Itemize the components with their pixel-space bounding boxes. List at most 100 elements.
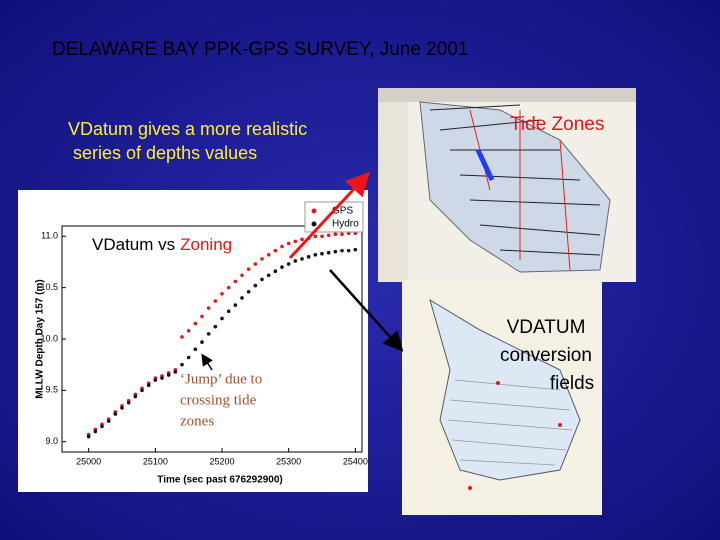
data-point: [180, 335, 184, 339]
chart: 9.0 9.5 10.0 10.5 11.0 25000 25100 25200 25300 25…: [35, 201, 368, 486]
x-tick-label: 25200: [209, 456, 234, 466]
data-point: [200, 314, 204, 319]
data-point: [186, 355, 191, 360]
data-point: [126, 400, 131, 405]
y-axis-label: MLLW Depth Day 157 (m): [35, 279, 46, 398]
data-point: [300, 257, 304, 261]
tide-zones-label: Tide Zones: [510, 114, 604, 135]
data-point: [353, 247, 358, 252]
data-point: [286, 262, 291, 266]
arrow: [288, 171, 371, 260]
data-point: [293, 259, 298, 263]
x-tick-label: 25300: [276, 456, 301, 466]
data-point: [146, 383, 151, 388]
subtitle: VDatum gives a more realistic: [68, 119, 307, 139]
data-point: [233, 279, 238, 284]
annotation: zones: [180, 413, 214, 429]
data-point: [320, 234, 324, 239]
data-point: [106, 419, 111, 423]
data-point: [186, 328, 191, 333]
data-point: [340, 248, 344, 253]
data-point: [293, 239, 298, 244]
data-point: [100, 424, 104, 429]
data-point: [226, 285, 231, 290]
data-point: [246, 289, 251, 294]
legend-label: GPS: [332, 206, 353, 217]
subtitle: series of depths values: [68, 143, 257, 163]
legend-label: Hydro: [332, 219, 359, 230]
data-point: [340, 232, 344, 237]
data-point: [333, 232, 338, 237]
x-axis-label: Time (sec past 676292900): [157, 475, 282, 486]
chart-panel: [18, 190, 368, 492]
data-point: [153, 378, 158, 382]
data-point: [306, 255, 311, 259]
data-point: [206, 306, 211, 310]
data-point: [266, 252, 271, 257]
data-point: [266, 273, 271, 278]
data-point: [200, 340, 204, 344]
legend-marker: [311, 208, 317, 214]
data-point: [280, 244, 284, 249]
data-point: [173, 370, 178, 374]
legend-box: [304, 201, 364, 233]
data-point: [140, 388, 144, 393]
chart-heading: VDatum vs Zoning: [92, 235, 232, 254]
data-point: [213, 299, 218, 303]
data-point: [280, 265, 284, 269]
data-point: [333, 249, 338, 254]
data-point: [220, 292, 224, 296]
data-point: [313, 252, 318, 257]
y-tick-label: 11.0: [41, 231, 58, 241]
x-tick-label: 25100: [143, 456, 168, 466]
x-tick-label: 25000: [76, 456, 101, 466]
data-point: [160, 376, 164, 380]
y-tick-label: 10.0: [40, 333, 58, 343]
data-point: [226, 309, 231, 314]
data-point: [213, 324, 218, 329]
data-point: [206, 332, 211, 336]
vdatum-map: [402, 280, 602, 515]
data-point: [180, 362, 184, 367]
data-point: [240, 296, 244, 300]
data-point: [253, 283, 258, 288]
data-point: [273, 248, 278, 253]
arrow: [329, 269, 404, 352]
data-point: [346, 248, 351, 253]
heading-highlight: Zoning: [180, 235, 232, 254]
data-point: [313, 234, 318, 239]
data-point: [93, 429, 98, 434]
data-point: [166, 373, 171, 377]
data-point: [193, 321, 198, 326]
data-point: [133, 394, 138, 399]
data-point: [326, 233, 331, 238]
annotation: ‘Jump’ due to: [180, 371, 262, 387]
y-tick-label: 10.5: [40, 282, 58, 292]
data-point: [260, 257, 264, 261]
data-point: [253, 262, 258, 266]
data-point: [86, 434, 91, 439]
heading-text: VDatum vs: [92, 235, 175, 254]
data-point: [193, 347, 198, 352]
data-point: [240, 273, 244, 278]
legend-marker: [311, 221, 317, 227]
data-point: [233, 303, 238, 307]
y-tick-label: 9.0: [45, 436, 58, 446]
slide-title: DELAWARE BAY PPK-GPS SURVEY, June 2001: [52, 39, 468, 60]
arrow: [201, 353, 213, 371]
data-point: [273, 269, 278, 274]
x-tick-label: 25400: [343, 456, 368, 466]
data-point: [320, 251, 324, 256]
tide-zones-map: [378, 88, 636, 282]
data-point: [246, 267, 251, 271]
data-point: [260, 277, 264, 282]
data-point: [300, 237, 304, 242]
vdatum-label: fields: [550, 373, 594, 394]
data-point: [113, 412, 118, 416]
vdatum-label: conversion: [500, 345, 592, 366]
vdatum-label: VDATUM: [507, 317, 586, 338]
data-point: [286, 241, 291, 246]
data-point: [120, 406, 124, 410]
annotation: crossing tide: [180, 392, 257, 408]
